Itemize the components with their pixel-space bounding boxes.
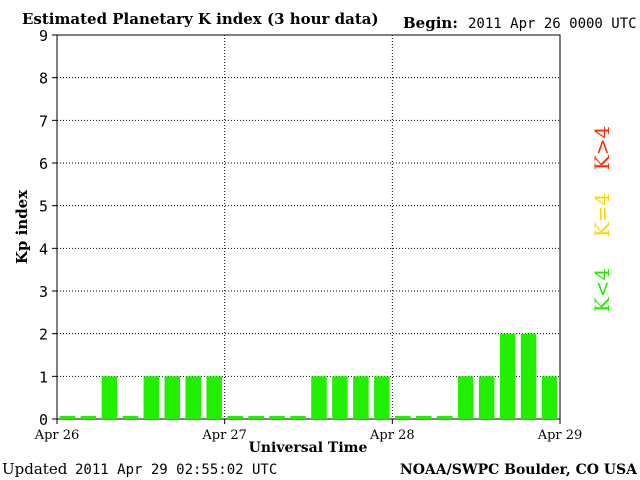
chart-title: Estimated Planetary K index (3 hour data… <box>22 10 379 28</box>
kp-bar <box>290 416 306 419</box>
kp-bar <box>101 376 118 419</box>
kp-bar <box>478 376 495 419</box>
kp-bar <box>436 416 453 419</box>
y-tick-label: 5 <box>39 198 48 216</box>
begin-label: Begin: <box>403 14 458 32</box>
kp-bar <box>520 333 537 419</box>
x-tick-label: Apr 29 <box>537 428 583 443</box>
bars <box>59 333 558 419</box>
x-tick-label: Apr 27 <box>201 428 247 443</box>
y-tick-label: 1 <box>39 368 48 386</box>
kp-bar <box>374 376 390 419</box>
y-tick-label: 8 <box>39 70 48 88</box>
y-tick-label: 3 <box>39 283 48 301</box>
kp-bar <box>269 416 285 419</box>
begin-value: 2011 Apr 26 0000 UTC <box>468 16 637 32</box>
kp-bar <box>332 376 348 419</box>
y-tick-label: 6 <box>39 155 48 173</box>
grid <box>57 35 560 419</box>
x-ticks: Apr 26 Apr 27 Apr 28 Apr 29 <box>34 419 583 443</box>
kp-bar <box>143 376 160 419</box>
updated-value: 2011 Apr 29 02:55:02 UTC <box>75 462 277 478</box>
plot-frame <box>56 34 561 420</box>
plot-area: 0 1 2 3 4 5 6 7 8 9 Apr 26 Apr 27 Apr 28 Apr 29 <box>34 27 583 443</box>
kp-bar <box>206 376 222 419</box>
kp-bar <box>164 376 181 419</box>
legend-k-eq-4: K=4 <box>590 193 614 237</box>
kp-bar <box>80 416 97 419</box>
legend-k-gt-4: K>4 <box>590 126 614 170</box>
x-tick-label: Apr 28 <box>369 428 415 443</box>
x-tick-label: Apr 26 <box>34 428 80 443</box>
y-tick-label: 0 <box>39 411 48 429</box>
y-tick-label: 7 <box>39 112 48 130</box>
kp-bar <box>353 376 369 419</box>
kp-bar <box>457 376 474 419</box>
x-axis-label: Universal Time <box>249 440 368 456</box>
kp-bar <box>541 376 558 419</box>
y-tick-label: 2 <box>39 326 48 344</box>
kp-bar <box>416 416 432 419</box>
kp-bar <box>227 416 243 419</box>
y-ticks: 0 1 2 3 4 5 6 7 8 9 <box>39 27 57 429</box>
kp-bar <box>59 416 76 419</box>
kp-bar <box>311 376 327 419</box>
credit-text: NOAA/SWPC Boulder, CO USA <box>400 462 638 478</box>
legend: K>4 K=4 K<4 <box>590 126 614 312</box>
kp-bar <box>248 416 264 419</box>
kp-bar <box>185 376 201 419</box>
kp-bar <box>122 416 139 419</box>
kp-bar <box>499 333 516 419</box>
updated-label: Updated <box>2 460 68 478</box>
y-tick-label: 4 <box>39 240 48 258</box>
y-tick-label: 9 <box>39 27 48 45</box>
y-axis-label: Kp index <box>13 189 31 264</box>
kp-bar <box>395 416 411 419</box>
legend-k-lt-4: K<4 <box>590 268 614 312</box>
